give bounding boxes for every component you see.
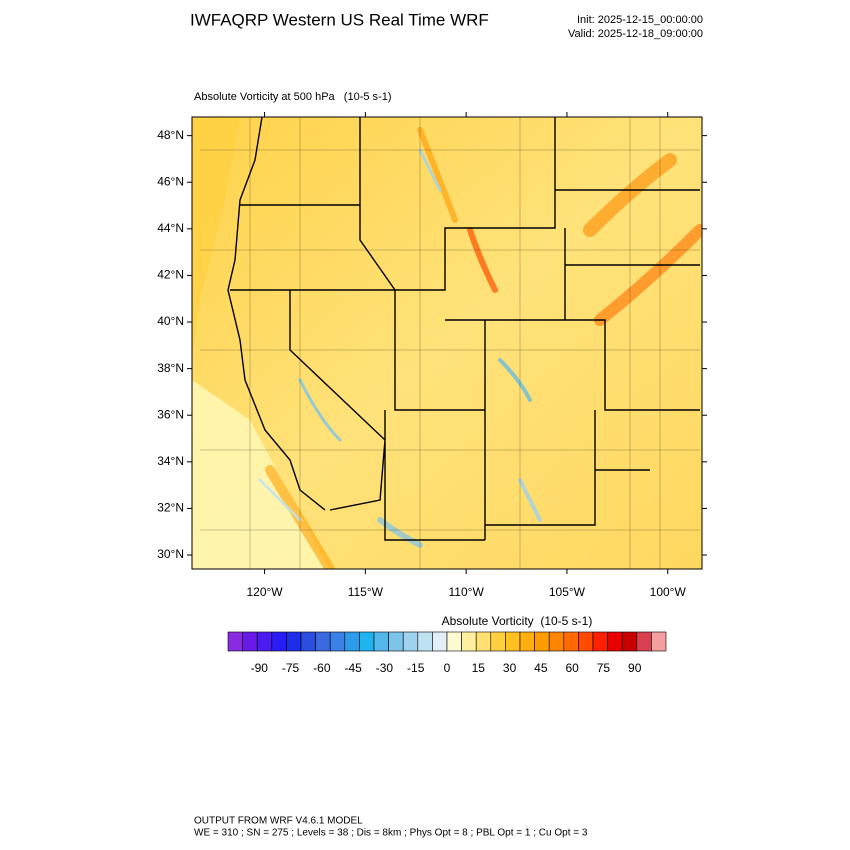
colorbar-swatch [271,631,287,652]
colorbar-swatch [578,631,594,652]
y-tick-label: 36°N [157,407,184,421]
y-tick-label: 48°N [157,128,184,142]
colorbar-swatch [256,631,273,652]
colorbar-swatch [534,631,550,652]
footer-line: WE = 310 ; SN = 275 ; Levels = 38 ; Dis … [194,828,588,839]
colorbar-swatch [519,631,535,652]
y-tick-label: 46°N [157,174,184,188]
colorbar-swatch [548,631,565,652]
colorbar-swatch [402,631,419,652]
colorbar-swatch [461,631,477,652]
colorbar-swatch [300,631,316,652]
colorbar-tick-label: -30 [376,661,394,675]
colorbar-tick-label: 60 [565,661,579,675]
y-tick-label: 44°N [157,221,184,235]
colorbar-swatch [432,631,448,652]
colorbar-tick-label: -45 [344,661,362,675]
y-tick-label: 32°N [157,501,184,515]
colorbar-tick-label: 90 [628,661,642,675]
y-tick-label: 40°N [157,314,184,328]
colorbar-tick-label: -15 [407,661,425,675]
colorbar-swatch [475,631,492,652]
x-tick-label: 120°W [246,585,283,599]
colorbar-swatch [329,631,346,652]
x-tick-label: 115°W [348,585,384,599]
x-tick-label: 105°W [549,585,586,599]
colorbar-swatch [242,631,258,652]
colorbar-swatch [563,631,579,652]
colorbar-tick-label: 45 [534,661,548,675]
colorbar-swatch [227,631,243,652]
footer-line: OUTPUT FROM WRF V4.6.1 MODEL [194,816,363,827]
colorbar-swatch [592,631,608,652]
map-subtitle: Absolute Vorticity at 500 hPa (10-5 s-1) [194,91,392,103]
colorbar-tick-label: -90 [251,661,269,675]
colorbar-swatch [388,631,404,652]
valid-time: Valid: 2025-12-18_09:00:00 [568,28,703,40]
colorbar-swatch [490,631,506,652]
colorbar-swatch [636,631,652,652]
colorbar-swatch [621,631,638,652]
colorbar-swatch [651,631,667,652]
colorbar-swatch [373,631,389,652]
y-tick-label: 42°N [157,268,184,282]
map-frame [191,116,703,570]
colorbar-swatch [286,631,302,652]
colorbar-swatch [446,631,462,652]
x-tick-label: 110°W [449,585,485,599]
colorbar-swatch [315,631,331,652]
colorbar-tick-label: 75 [597,661,611,675]
colorbar-tick-label: -75 [282,661,300,675]
colorbar-tick-label: 30 [503,661,517,675]
colorbar-tick-label: 0 [444,661,451,675]
colorbar-swatch [607,631,623,652]
colorbar-tick-label: -60 [313,661,331,675]
y-tick-label: 38°N [157,361,184,375]
y-tick-label: 30°N [157,547,184,561]
x-tick-label: 100°W [650,585,687,599]
title: IWFAQRP Western US Real Time WRF [190,10,489,29]
colorbar-title: Absolute Vorticity (10-5 s-1) [442,614,593,628]
y-tick-label: 34°N [157,454,184,468]
colorbar-swatch [359,631,375,652]
init-time: Init: 2025-12-15_00:00:00 [577,14,703,26]
colorbar-tick-label: 15 [472,661,486,675]
map-field [192,117,702,569]
colorbar-swatch [505,631,521,652]
colorbar-swatch [344,631,360,652]
colorbar-swatch [417,631,433,652]
